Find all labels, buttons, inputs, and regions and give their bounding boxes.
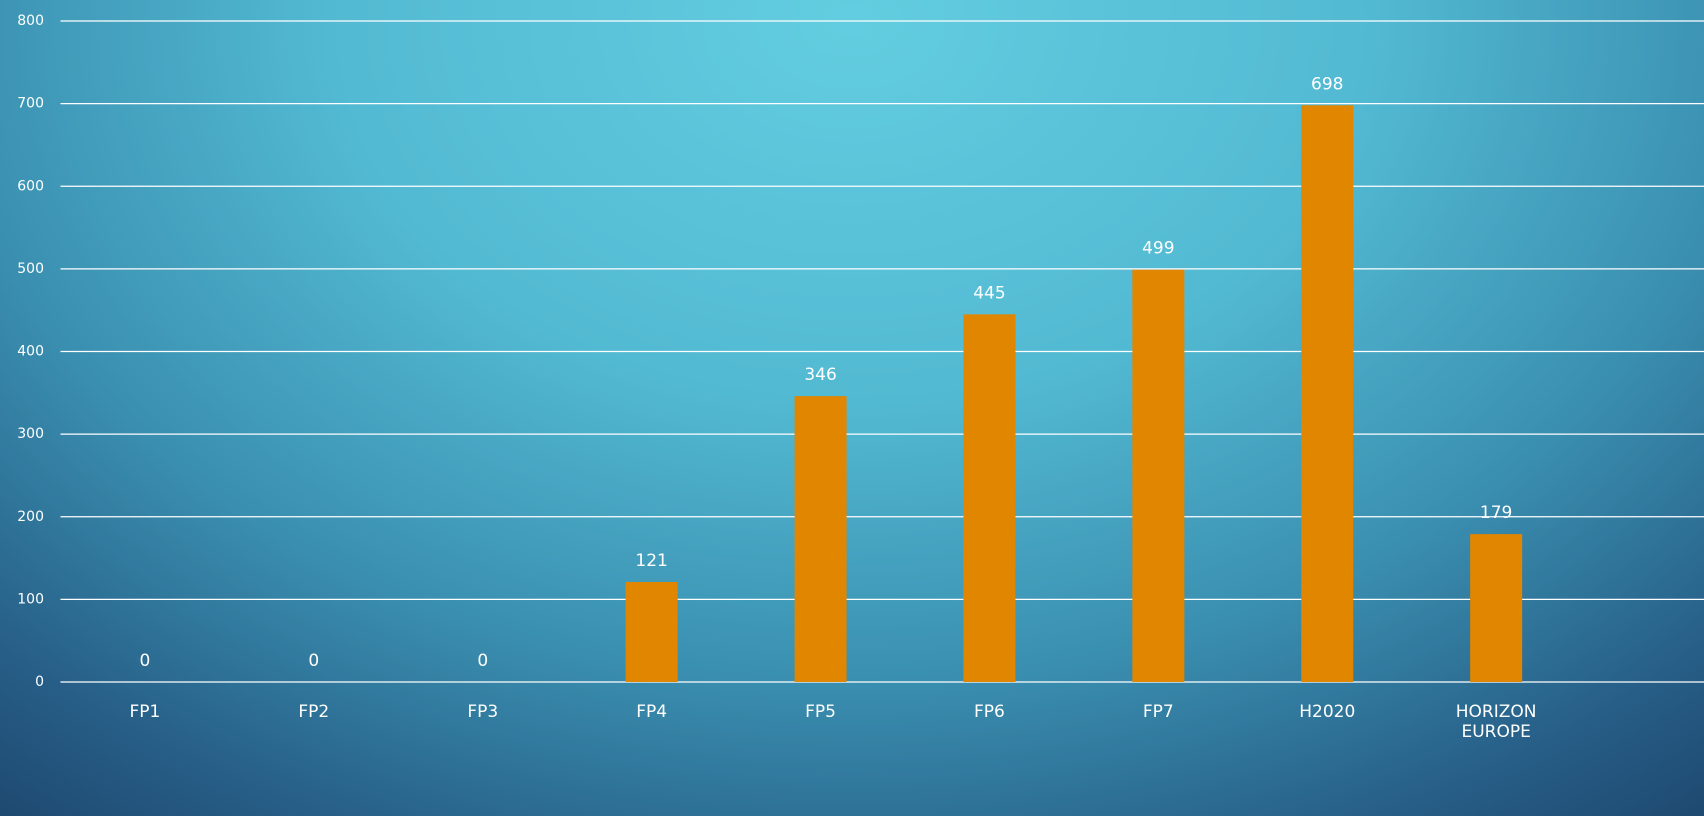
x-tick-label: HORIZON EUROPE [1455,702,1537,742]
data-label: 499 [1142,239,1174,259]
bar [1132,269,1185,682]
y-tick-label: 300 [17,426,44,442]
y-tick-label: 500 [17,261,44,277]
x-tick-label: FP3 [467,702,499,722]
y-tick-label: 400 [17,344,44,360]
data-label: 0 [308,651,319,671]
x-tick-label: FP2 [298,702,330,722]
y-tick-label: 200 [17,509,44,525]
data-label: 0 [140,651,151,671]
data-label: 346 [804,365,836,385]
y-tick-label: 800 [17,13,44,29]
x-tick-label: FP5 [805,702,836,722]
y-tick-label: 700 [17,96,44,112]
bar [1301,105,1354,683]
x-tick-label: FP1 [129,702,161,722]
x-tick-label: FP7 [1142,702,1174,722]
y-tick-label: 100 [17,591,44,607]
data-label: 445 [973,283,1005,303]
x-tick-label: H2020 [1299,702,1356,722]
bar [794,396,847,682]
bar [625,582,678,682]
data-label: 121 [635,551,667,571]
data-label: 179 [1480,503,1512,523]
bar [1470,534,1523,682]
y-tick-label: 600 [17,178,44,194]
x-tick-label: FP6 [974,702,1005,722]
y-tick-label: 0 [35,674,44,690]
data-label: 0 [477,651,488,671]
data-label: 698 [1311,74,1343,94]
x-tick-label: FP4 [636,702,668,722]
bar [963,314,1016,682]
